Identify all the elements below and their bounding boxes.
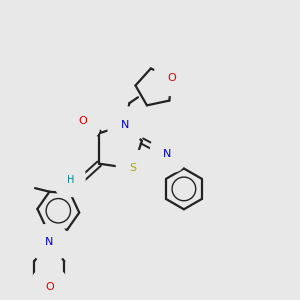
Text: N: N xyxy=(121,120,129,130)
Text: O: O xyxy=(78,116,87,126)
Text: N: N xyxy=(45,237,53,247)
Text: H: H xyxy=(67,176,74,185)
Text: O: O xyxy=(45,282,54,292)
Text: S: S xyxy=(129,163,136,173)
Text: O: O xyxy=(167,73,176,83)
Text: N: N xyxy=(163,149,172,159)
